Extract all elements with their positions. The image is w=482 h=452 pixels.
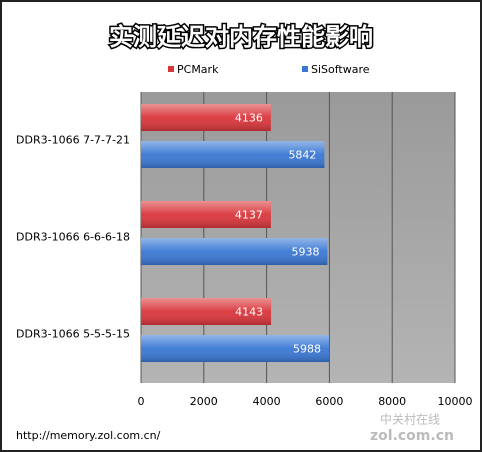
footer: http://memory.zol.com.cn/ <box>16 429 161 442</box>
bar-shine <box>141 335 330 362</box>
legend-swatch <box>168 66 174 72</box>
y-tick-label: DDR3-1066 6-6-6-18 <box>16 231 130 244</box>
bar-shine <box>141 298 272 325</box>
x-tick-label: 6000 <box>315 395 343 408</box>
bar-shine <box>141 141 325 168</box>
legend-label: SiSoftware <box>311 63 370 76</box>
bar-shine <box>141 201 271 228</box>
plot-area <box>141 92 455 383</box>
x-tick-label: 2000 <box>190 395 218 408</box>
value-label: 5938 <box>291 246 319 259</box>
value-label: 4143 <box>235 306 263 319</box>
x-tick-label: 4000 <box>253 395 281 408</box>
x-tick-label: 0 <box>138 395 145 408</box>
x-tick-label: 8000 <box>378 395 406 408</box>
y-tick-label: DDR3-1066 7-7-7-21 <box>16 134 130 147</box>
bar-shine <box>141 238 328 265</box>
bar-shine <box>141 104 271 131</box>
x-tick-label: 10000 <box>438 395 473 408</box>
value-label: 4137 <box>235 209 263 222</box>
legend-label: PCMark <box>177 63 219 76</box>
watermark: 中关村在线 <box>380 412 440 427</box>
legend-swatch <box>302 66 308 72</box>
y-tick-label: DDR3-1066 5-5-5-15 <box>16 328 130 341</box>
chart-title: 实测延迟对内存性能影响 <box>109 23 373 51</box>
value-label: 4136 <box>235 112 263 125</box>
value-label: 5988 <box>293 343 321 356</box>
watermark: zol.com.cn <box>370 428 454 444</box>
value-label: 5842 <box>288 149 316 162</box>
